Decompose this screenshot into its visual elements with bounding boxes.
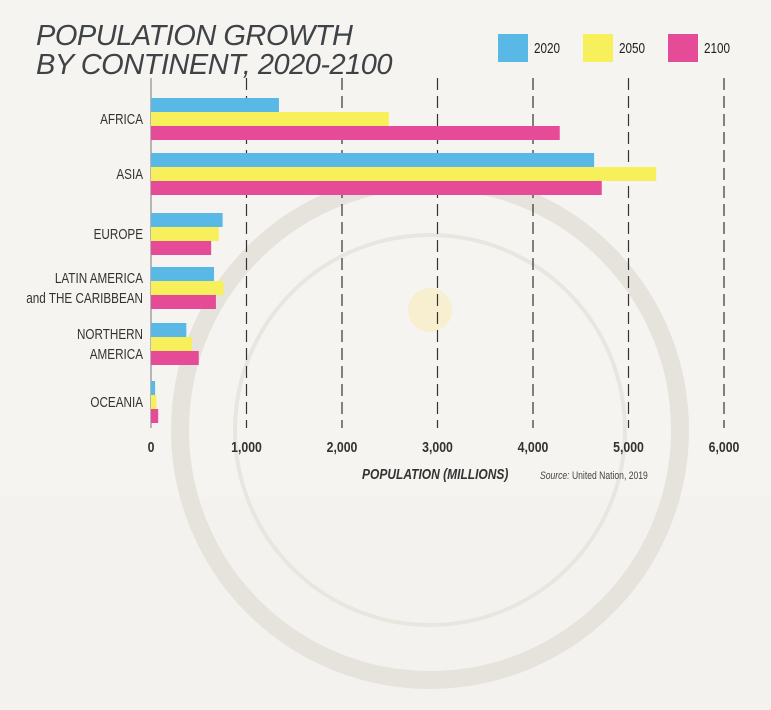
legend-swatch-2100 [668,34,698,62]
legend-item-2050: 2050 [583,34,652,62]
legend-label-2050: 2050 [619,39,646,57]
legend-swatch-2020 [498,34,528,62]
x-tick-label: 1,000 [231,439,262,455]
x-tick-label: 2,000 [327,439,358,455]
bar-2020 [151,381,156,395]
category-label: and THE CARIBBEAN [26,290,143,307]
legend-label-2020: 2020 [534,39,561,57]
legend-label-2100: 2100 [704,39,731,57]
source-note: Source: United Nation, 2019 [540,470,648,482]
x-tick-label: 4,000 [518,439,549,455]
chart-title: POPULATION GROWTH BY CONTINENT, 2020-210… [36,20,393,81]
bar-2050 [151,112,389,126]
bar-2020 [151,153,595,167]
bar-2100 [151,181,602,195]
bar-2020 [151,323,187,337]
title-line-2: BY CONTINENT, 2020-2100 [36,49,393,81]
category-label: NORTHERN [77,326,143,343]
bar-2100 [151,409,159,423]
legend-swatch-2050 [583,34,613,62]
category-label: OCEANIA [90,394,143,411]
bar-2100 [151,241,212,255]
category-label: AFRICA [100,111,143,128]
legend-item-2100: 2100 [668,34,737,62]
x-tick-label: 5,000 [613,439,644,455]
bar-2050 [151,281,224,295]
bar-2100 [151,295,216,309]
source-prefix: Source: [540,470,570,482]
bar-2050 [151,395,157,409]
title-line-1: POPULATION GROWTH [36,20,353,52]
bar-2100 [151,126,560,140]
bar-2050 [151,337,193,351]
x-tick-label: 6,000 [709,439,740,455]
bar-2020 [151,213,223,227]
bar-2020 [151,267,215,281]
category-label: EUROPE [94,226,143,243]
bar-chart: 0 1,000 2,000 3,000 4,000 5,000 6,000 AFRICA ASI… [26,78,740,455]
category-label: LATIN AMERICA [55,270,143,287]
x-axis-label: POPULATION (MILLIONS) [362,466,509,483]
x-tick-label: 3,000 [422,439,453,455]
bar-2020 [151,98,279,112]
category-label: AMERICA [90,346,143,363]
legend-item-2020: 2020 [498,34,567,62]
source-text: United Nation, 2019 [571,470,648,482]
bar-2050 [151,227,219,241]
category-label: ASIA [116,166,143,183]
bar-2100 [151,351,199,365]
x-tick-label: 0 [148,439,155,455]
bar-2050 [151,167,657,181]
